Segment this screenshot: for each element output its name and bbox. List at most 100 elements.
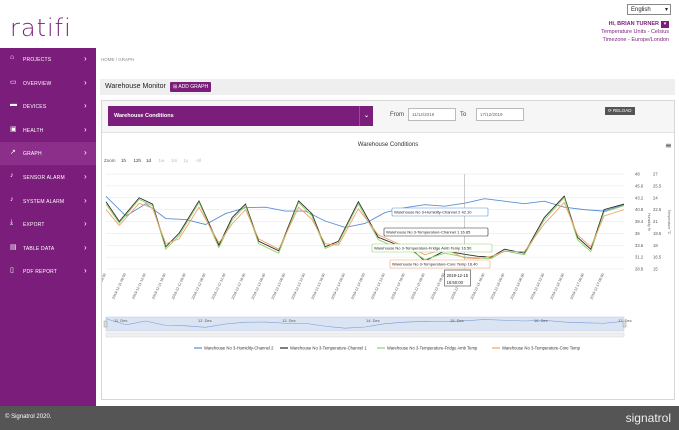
from-label: From xyxy=(390,112,404,118)
y-left-tick: 38.4 xyxy=(635,219,644,224)
sidebar-item-label: PROJECTS xyxy=(23,57,52,63)
from-date-input[interactable]: 11/12/2019 xyxy=(408,108,456,121)
navigator-handle-right[interactable] xyxy=(622,320,627,328)
footer: © Signatrol 2020. signatrol xyxy=(0,406,679,430)
navigator-handle-left[interactable] xyxy=(103,320,108,328)
legend-item[interactable]: Warehouse No 3-Temperature-Fridge Amb Te… xyxy=(387,346,478,351)
home-icon: ⌂ xyxy=(10,54,15,61)
app-logo[interactable]: ratifi xyxy=(10,14,72,42)
navigator-line xyxy=(105,318,625,329)
top-bar: ratifi English ▾ Hi, BRIAN TURNER ▾ Tempe… xyxy=(0,0,679,48)
page-header: Warehouse Monitor ⊞ ADD GRAPH xyxy=(100,79,675,95)
sidebar-item-label: PDF REPORT xyxy=(23,269,58,276)
reload-button[interactable]: ⟳ RELOAD xyxy=(605,107,635,115)
y-left-tick: 28.8 xyxy=(635,267,644,272)
series-line-3[interactable] xyxy=(105,196,625,260)
x-tick-label: 2019-12-12 06:00 xyxy=(191,273,207,300)
sidebar-item-label: HEALTH xyxy=(23,127,44,134)
series-line-2[interactable] xyxy=(105,195,625,262)
legend-item[interactable]: Warehouse No 3-Temperature-Core Temp xyxy=(502,346,581,351)
legend-item[interactable]: Warehouse No 3-Humidity-Channel 2 xyxy=(204,346,274,351)
series-line-1[interactable] xyxy=(105,195,625,228)
tooltip-date: 2019-12-15 xyxy=(447,273,469,278)
tooltip-box xyxy=(391,207,489,217)
sidebar-item-system-alarm[interactable]: ♪ SYSTEM ALARM › xyxy=(0,190,96,213)
user-name[interactable]: Hi, BRIAN TURNER xyxy=(608,21,659,27)
x-tick-label: 2019-12-13 18:00 xyxy=(310,273,326,300)
zoom-label: Zoom xyxy=(104,158,116,163)
navigator-label: 12. Dec xyxy=(198,318,212,323)
x-tick-label: 2019-12-12 12:00 xyxy=(211,273,227,300)
x-tick-label: 2019-12-11 12:00 xyxy=(131,273,147,300)
device-icon: ▬ xyxy=(10,101,17,109)
sidebar-item-pdf-report[interactable]: ▯ PDF REPORT › xyxy=(0,260,96,283)
graph-select[interactable]: Warehouse Conditions ⌄ xyxy=(108,106,373,126)
y-left-tick: 43.2 xyxy=(635,195,644,200)
sidebar-item-label: DEVICES xyxy=(23,104,47,111)
tooltip-box xyxy=(371,243,493,253)
navigator-label: 17. Dec xyxy=(618,318,632,323)
chevron-right-icon: › xyxy=(84,242,87,252)
pdf-icon: ▯ xyxy=(10,267,14,275)
main-content: HOME / GRAPH Warehouse Monitor ⊞ ADD GRA… xyxy=(96,48,679,406)
tooltip-text: Warehouse No 3-Temperature-Channel 1 16.… xyxy=(386,230,471,235)
hamburger-icon[interactable]: ≡ xyxy=(665,141,672,150)
x-tick-label: 2019-12-14 18:00 xyxy=(390,273,406,300)
x-tick-label: 2019-12-16 18:00 xyxy=(550,273,566,300)
chevron-down-icon: ⌄ xyxy=(359,106,373,126)
x-tick-label: 2019-12-16 00:00 xyxy=(490,273,506,300)
sidebar-item-table-data[interactable]: ▤ TABLE DATA › xyxy=(0,237,96,260)
add-graph-label: ADD GRAPH xyxy=(178,84,209,90)
y-left-axis-label: Humidity % xyxy=(647,213,651,231)
x-tick-label: 2019-12-17 06:00 xyxy=(589,273,605,300)
y-left-tick: 31.2 xyxy=(635,255,644,260)
to-date-input[interactable]: 17/12/2019 xyxy=(476,108,524,121)
zoom-1w[interactable]: 1w xyxy=(159,158,166,163)
chevron-right-icon: › xyxy=(84,77,87,87)
sidebar-item-graph[interactable]: ↗ GRAPH › xyxy=(0,142,96,166)
y-right-tick: 24 xyxy=(653,195,658,200)
language-select[interactable]: English ▾ xyxy=(627,4,671,15)
sidebar-item-label: TABLE DATA xyxy=(23,245,55,252)
zoom-1h[interactable]: 1h xyxy=(121,158,127,163)
sidebar: ⌂ PROJECTS › ▭ OVERVIEW › ▬ DEVICES › ▣ HEALTH › ↗ GR… xyxy=(0,48,96,406)
chevron-right-icon: › xyxy=(84,172,87,181)
page-title: Warehouse Monitor xyxy=(105,83,166,90)
chevron-right-icon: › xyxy=(84,124,87,134)
zoom-1y[interactable]: 1y xyxy=(184,158,190,163)
zoom-All[interactable]: All xyxy=(196,158,201,163)
sidebar-item-label: EXPORT xyxy=(23,222,45,229)
tooltip-box xyxy=(383,227,489,237)
series-line-4[interactable] xyxy=(105,201,625,260)
sidebar-item-export[interactable]: ⤓ EXPORT › xyxy=(0,213,96,236)
x-tick-label: 2019-12-14 06:00 xyxy=(350,273,366,300)
navigator-scrollbar[interactable] xyxy=(105,332,625,338)
sidebar-item-health[interactable]: ▣ HEALTH › xyxy=(0,119,96,142)
tooltip-box xyxy=(389,259,491,269)
user-info: Hi, BRIAN TURNER ▾ Temperature Units - Ce… xyxy=(601,20,669,44)
tooltip-date-box xyxy=(444,269,471,287)
y-right-tick: 15 xyxy=(653,267,658,272)
zoom-12h[interactable]: 12h xyxy=(134,158,142,163)
navigator-label: 13. Dec xyxy=(282,318,296,323)
zoom-1d[interactable]: 1d xyxy=(146,158,152,163)
warehouse-chart[interactable]: Warehouse Conditions ≡ Zoom 1h 12h 1d 1w 1m 1y Al… xyxy=(102,134,674,400)
y-left-tick: 33.6 xyxy=(635,243,644,248)
legend-item[interactable]: Warehouse No 3-Temperature-Channel 1 xyxy=(290,346,367,351)
zoom-1m[interactable]: 1m xyxy=(171,158,178,163)
reload-icon: ⟳ xyxy=(608,108,612,113)
add-graph-button[interactable]: ⊞ ADD GRAPH xyxy=(170,82,212,92)
sidebar-item-label: SYSTEM ALARM xyxy=(23,198,65,205)
sidebar-item-devices[interactable]: ▬ DEVICES › xyxy=(0,95,96,118)
x-tick-label: 2019-12-16 06:00 xyxy=(510,273,526,300)
user-menu-caret-icon[interactable]: ▾ xyxy=(661,21,669,28)
x-tick-label: 2019-12-13 12:00 xyxy=(291,273,307,300)
y-left-tick: 40.8 xyxy=(635,207,644,212)
x-tick-label: 2019-12-17 00:00 xyxy=(569,273,585,300)
sidebar-item-sensor-alarm[interactable]: ♪ SENSOR ALARM › xyxy=(0,166,96,189)
sidebar-item-overview[interactable]: ▭ OVERVIEW › xyxy=(0,72,96,95)
sidebar-item-projects[interactable]: ⌂ PROJECTS › xyxy=(0,48,96,71)
x-tick-label: 2019-12-14 12:00 xyxy=(370,273,386,300)
reload-label: RELOAD xyxy=(613,108,632,113)
chevron-right-icon: › xyxy=(84,54,87,63)
